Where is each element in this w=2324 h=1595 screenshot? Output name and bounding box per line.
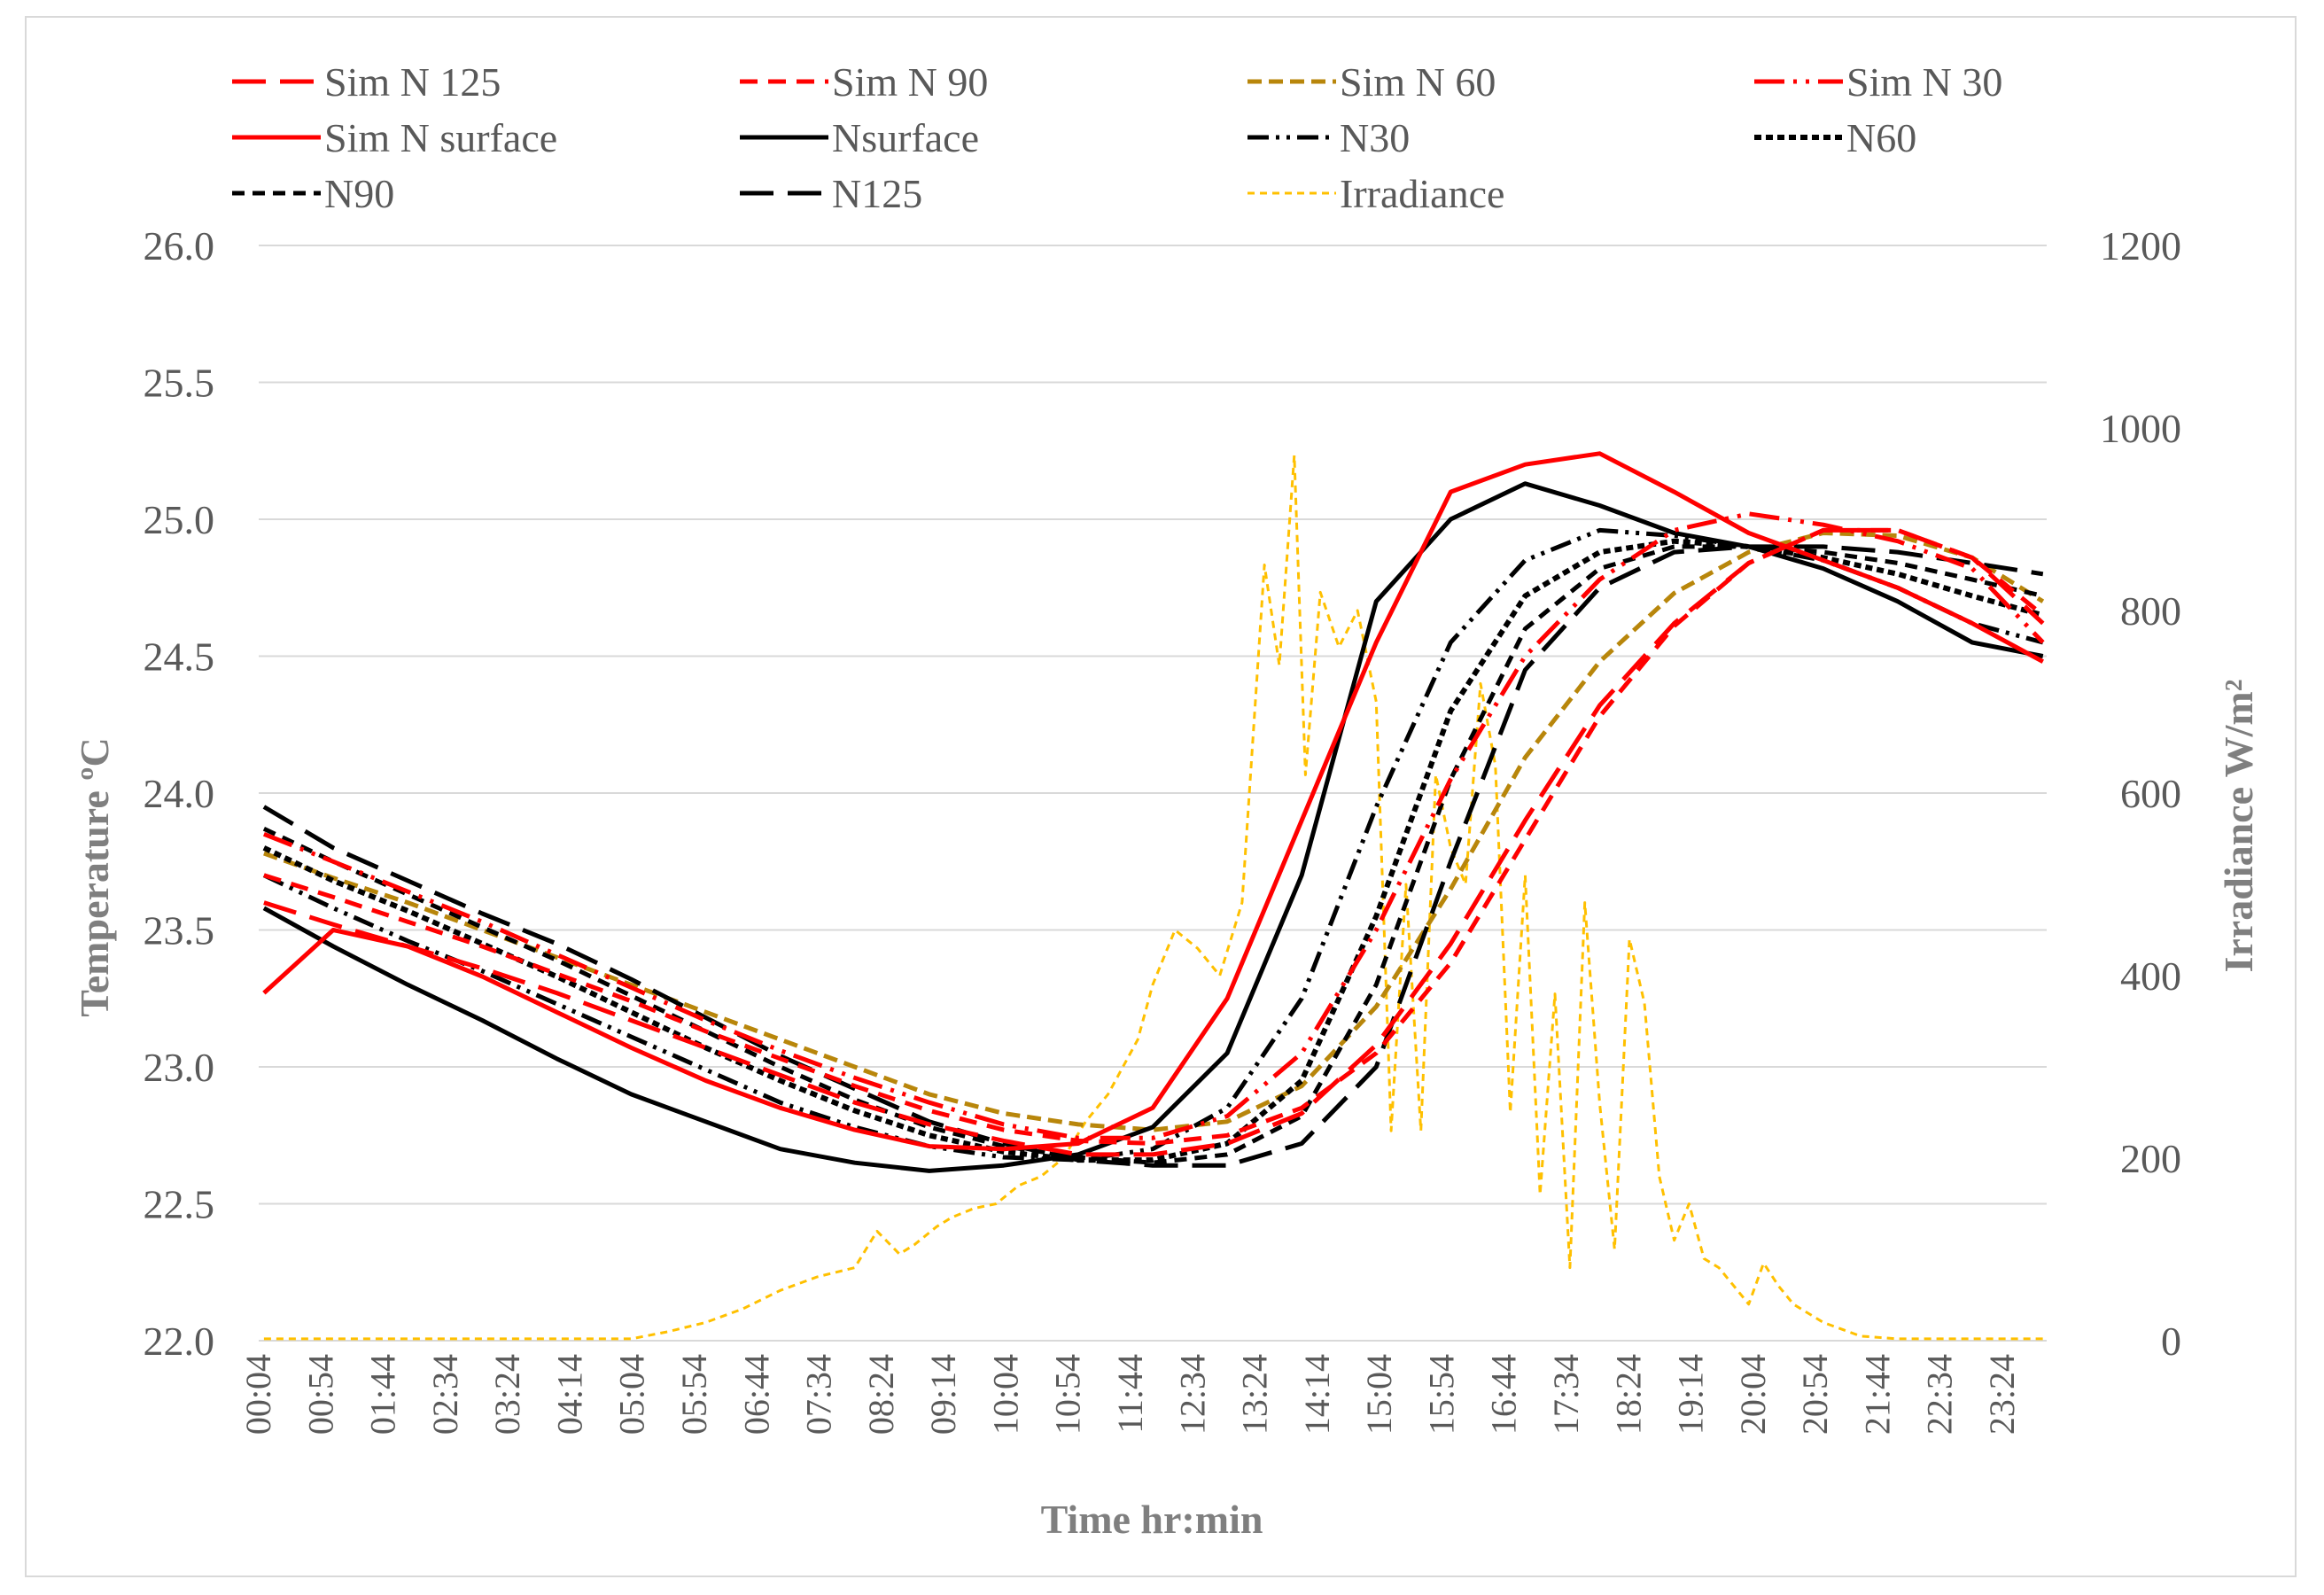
series-line-sim-n-surface [262,451,2044,1152]
legend-label-sim-n-30: Sim N 30 [1846,59,2002,105]
x-tick-label: 01:44 [363,1354,403,1435]
x-tick-label: 10:04 [985,1354,1025,1435]
x-tick-label: 05:04 [612,1354,652,1435]
series-line-sim-n-30 [262,511,2045,1140]
x-tick-label: 23:24 [1982,1354,2022,1435]
legend-label-n30: N30 [1340,115,1410,160]
x-axis-ticks: 00:04 00:54 01:44 02:34 03:24 04:14 05:04 05:54… [238,1354,2022,1435]
x-tick-label: 20:04 [1733,1354,1773,1435]
x-tick-label: 15:04 [1359,1354,1399,1435]
series-line-sim-n-125 [263,527,2045,1157]
legend-label-sim-n-60: Sim N 60 [1340,59,1496,105]
legend-label-sim-n-surface: Sim N surface [324,115,557,160]
y2-tick-label: 400 [2120,953,2181,999]
y-tick-label: 22.0 [144,1319,215,1364]
series-line-n30 [262,527,2044,1163]
y-axis-ticks: 22.0 22.5 23.0 23.5 24.0 24.5 25.0 25.5 26.0 [144,223,215,1364]
series-line-n60 [262,538,2044,1163]
legend-label-sim-n-125: Sim N 125 [324,59,501,105]
x-tick-label: 18:24 [1608,1354,1648,1435]
chart-frame [25,16,2297,1577]
y2-tick-label: 0 [2161,1319,2181,1364]
x-tick-label: 10:54 [1048,1354,1088,1435]
x-tick-label: 15:54 [1421,1354,1461,1435]
x-tick-label: 17:34 [1546,1354,1586,1435]
x-tick-label: 03:24 [487,1354,527,1435]
x-tick-label: 02:34 [425,1354,465,1435]
x-tick-label: 05:54 [674,1354,714,1435]
x-tick-label: 19:14 [1671,1354,1711,1435]
legend-label-n60: N60 [1846,115,1916,160]
y-tick-label: 25.5 [144,361,215,406]
legend-label-sim-n-90: Sim N 90 [832,59,988,105]
series-layer [262,451,2045,1341]
y2-tick-label: 600 [2120,771,2181,816]
x-tick-label: 00:04 [238,1354,278,1435]
x-tick-label: 20:54 [1795,1354,1835,1435]
series-line-n125 [262,544,2044,1168]
y2-axis-ticks: 0 200 400 600 800 1000 1200 [2100,223,2181,1364]
x-tick-label: 21:44 [1857,1354,1897,1435]
y2-axis-title: Irradiance W/m² [2216,679,2261,972]
gridlines [259,245,2047,1342]
legend-label-nsurface: Nsurface [832,115,979,160]
y2-tick-label: 1200 [2100,223,2181,268]
series-line-n90 [262,544,2044,1165]
x-tick-label: 04:14 [549,1354,589,1435]
y-axis-title: Temperature ºC [72,737,117,1016]
x-tick-label: 12:34 [1172,1354,1212,1435]
y-tick-label: 22.5 [144,1182,215,1227]
y-tick-label: 25.0 [144,497,215,542]
x-tick-label: 22:34 [1920,1354,1960,1435]
x-tick-label: 14:14 [1297,1354,1337,1435]
y2-tick-label: 800 [2120,588,2181,634]
x-tick-label: 08:24 [861,1354,901,1435]
y2-tick-label: 1000 [2100,406,2181,451]
y-tick-label: 23.5 [144,908,215,953]
legend-label-n90: N90 [324,171,394,216]
y-tick-label: 24.5 [144,634,215,680]
x-tick-label: 00:54 [300,1354,340,1435]
series-line-sim-n-60 [263,531,2045,1132]
legend-label-irradiance: Irradiance [1340,171,1504,216]
x-tick-label: 06:44 [736,1354,776,1435]
x-tick-label: 13:24 [1235,1354,1275,1435]
series-line-nsurface [262,481,2044,1173]
series-line-irradiance [263,454,2043,1341]
series-line-sim-n-90 [263,527,2045,1146]
x-tick-label: 11:44 [1110,1354,1150,1434]
x-axis-title: Time hr:min [1041,1497,1263,1542]
y2-tick-label: 200 [2120,1136,2181,1181]
y-tick-label: 23.0 [144,1045,215,1090]
x-tick-label: 09:14 [923,1354,963,1435]
legend-label-n125: N125 [832,171,922,216]
x-tick-label: 07:34 [799,1354,839,1435]
y-tick-label: 26.0 [144,223,215,268]
y-tick-label: 24.0 [144,771,215,816]
x-tick-label: 16:44 [1484,1354,1524,1435]
legend: Sim N 125 Sim N 90 Sim N 60 Sim N 30 Sim N s… [232,59,2002,216]
